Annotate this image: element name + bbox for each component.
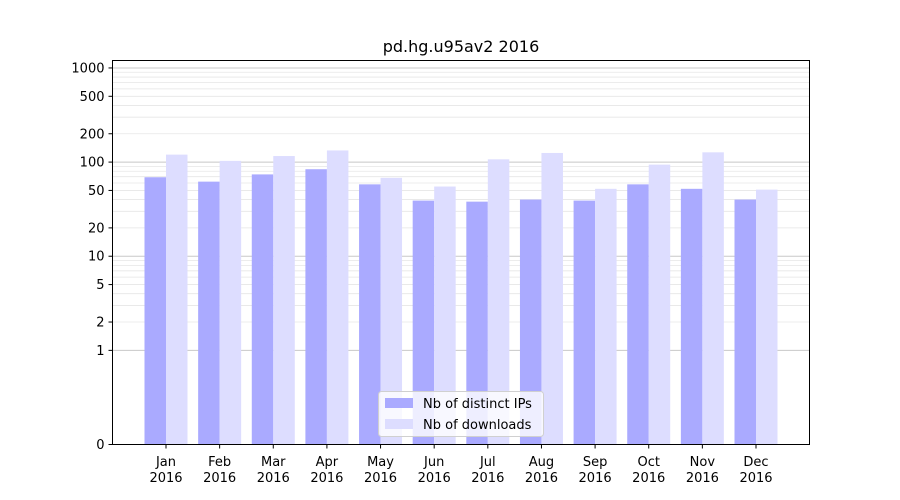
y-tick-label: 200 [80, 127, 105, 142]
y-tick-label: 10 [88, 250, 105, 265]
x-tick-label-year: 2016 [579, 471, 612, 486]
bar-downloads [756, 189, 778, 445]
x-tick-label-year: 2016 [686, 471, 719, 486]
plot-frame [112, 60, 810, 445]
bar-downloads [166, 154, 188, 445]
bar-downloads [595, 188, 617, 445]
bar-distinct-ips [305, 169, 327, 445]
x-tick-label-month: Feb [208, 455, 231, 470]
bar-downloads [487, 159, 510, 445]
y-tick-label: 500 [80, 90, 105, 105]
x-tick-label-year: 2016 [525, 471, 558, 486]
x-tick-label-year: 2016 [739, 471, 772, 486]
x-tick-label-month: Nov [690, 455, 716, 470]
bar-distinct-ips [412, 200, 435, 445]
legend-box [378, 391, 544, 437]
bar-distinct-ips [359, 184, 381, 445]
x-tick-label-month: Aug [529, 455, 554, 470]
x-tick-label-month: Jun [423, 455, 444, 470]
x-tick-label-year: 2016 [364, 471, 397, 486]
bar-distinct-ips [627, 184, 649, 445]
bar-distinct-ips [573, 200, 596, 445]
x-tick-label-year: 2016 [632, 471, 665, 486]
x-tick-label-year: 2016 [149, 471, 182, 486]
bar-distinct-ips [680, 188, 703, 445]
bar-distinct-ips [251, 174, 274, 445]
legend-swatch [385, 398, 413, 408]
x-tick-label-year: 2016 [310, 471, 343, 486]
x-tick-label-year: 2016 [257, 471, 290, 486]
y-tick-label: 20 [88, 221, 105, 236]
y-axis: 0 1 2 5 10 20 50 100 200 500 1000 [71, 61, 113, 453]
x-tick-label-month: Jul [479, 455, 496, 470]
bar-downloads [541, 152, 563, 445]
x-tick-label-month: Oct [637, 455, 659, 470]
y-tick-label: 1000 [71, 61, 104, 76]
legend: Nb of distinct IPs Nb of downloads [378, 391, 544, 437]
y-tick-label: 0 [96, 438, 104, 453]
legend-label: Nb of downloads [423, 418, 532, 433]
x-tick-label-year: 2016 [418, 471, 451, 486]
x-tick-label-year: 2016 [471, 471, 504, 486]
x-tick-label-month: May [367, 455, 394, 470]
bar-downloads [273, 156, 295, 445]
x-tick-label-month: Jan [155, 455, 176, 470]
x-axis: Jan2016Feb2016Mar2016Apr2016May2016Jun20… [149, 444, 773, 486]
x-tick-label-month: Mar [261, 455, 286, 470]
bar-downloads [219, 160, 242, 445]
bar-distinct-ips [734, 199, 756, 445]
x-tick-label-month: Sep [583, 455, 608, 470]
bar-distinct-ips [144, 177, 166, 445]
bars [144, 150, 778, 445]
bar-downloads [326, 150, 349, 445]
bar-distinct-ips [519, 199, 542, 445]
bar-downloads [702, 152, 724, 445]
chart-title: pd.hg.u95av2 2016 [383, 37, 540, 56]
y-tick-label: 5 [96, 278, 104, 293]
bar-downloads [380, 177, 403, 445]
x-tick-label-year: 2016 [203, 471, 236, 486]
y-tick-label: 2 [96, 316, 104, 331]
y-tick-label: 100 [80, 156, 105, 171]
x-tick-label-month: Apr [316, 455, 339, 470]
legend-label: Nb of distinct IPs [423, 397, 532, 412]
legend-swatch [385, 419, 413, 429]
y-tick-label: 1 [96, 344, 104, 359]
bar-downloads [648, 164, 671, 445]
y-tick-label: 50 [88, 184, 105, 199]
bar-distinct-ips [466, 201, 488, 445]
bar-distinct-ips [198, 181, 220, 445]
bar-downloads [434, 186, 456, 445]
x-tick-label-month: Dec [743, 455, 768, 470]
